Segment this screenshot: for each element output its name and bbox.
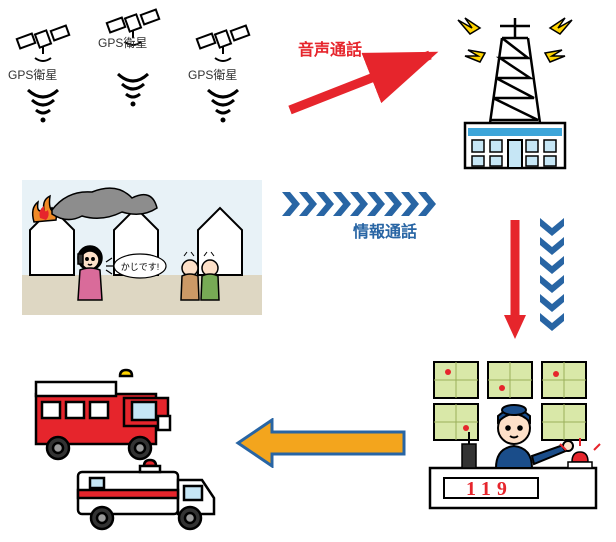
voice-call-label: 音声通話: [298, 36, 362, 60]
data-call-chevrons-h: [282, 192, 442, 221]
tower-to-dispatch-arrow: [500, 215, 530, 350]
satellite-3-label: GPS衛星: [188, 66, 237, 83]
emergency-vehicles: [24, 368, 234, 538]
satellite-3: GPS衛星: [190, 18, 260, 133]
fire-scene: かじです!: [22, 180, 262, 320]
satellite-1: GPS衛星: [10, 18, 80, 133]
diagram-canvas: GPS衛星 GPS衛星: [0, 0, 616, 542]
radio-tower: [430, 8, 600, 183]
satellite-2-label: GPS衛星: [98, 34, 147, 51]
satellite-1-label: GPS衛星: [8, 66, 57, 83]
dispatch-arrow: [232, 418, 412, 473]
satellite-2: GPS衛星: [100, 2, 170, 117]
dispatch-center: 119: [426, 356, 602, 521]
dispatch-number: 119: [466, 478, 513, 501]
data-call-chevrons-v: [540, 218, 564, 353]
data-call-label: 情報通話: [353, 218, 417, 242]
speech-text: かじです!: [121, 262, 160, 272]
